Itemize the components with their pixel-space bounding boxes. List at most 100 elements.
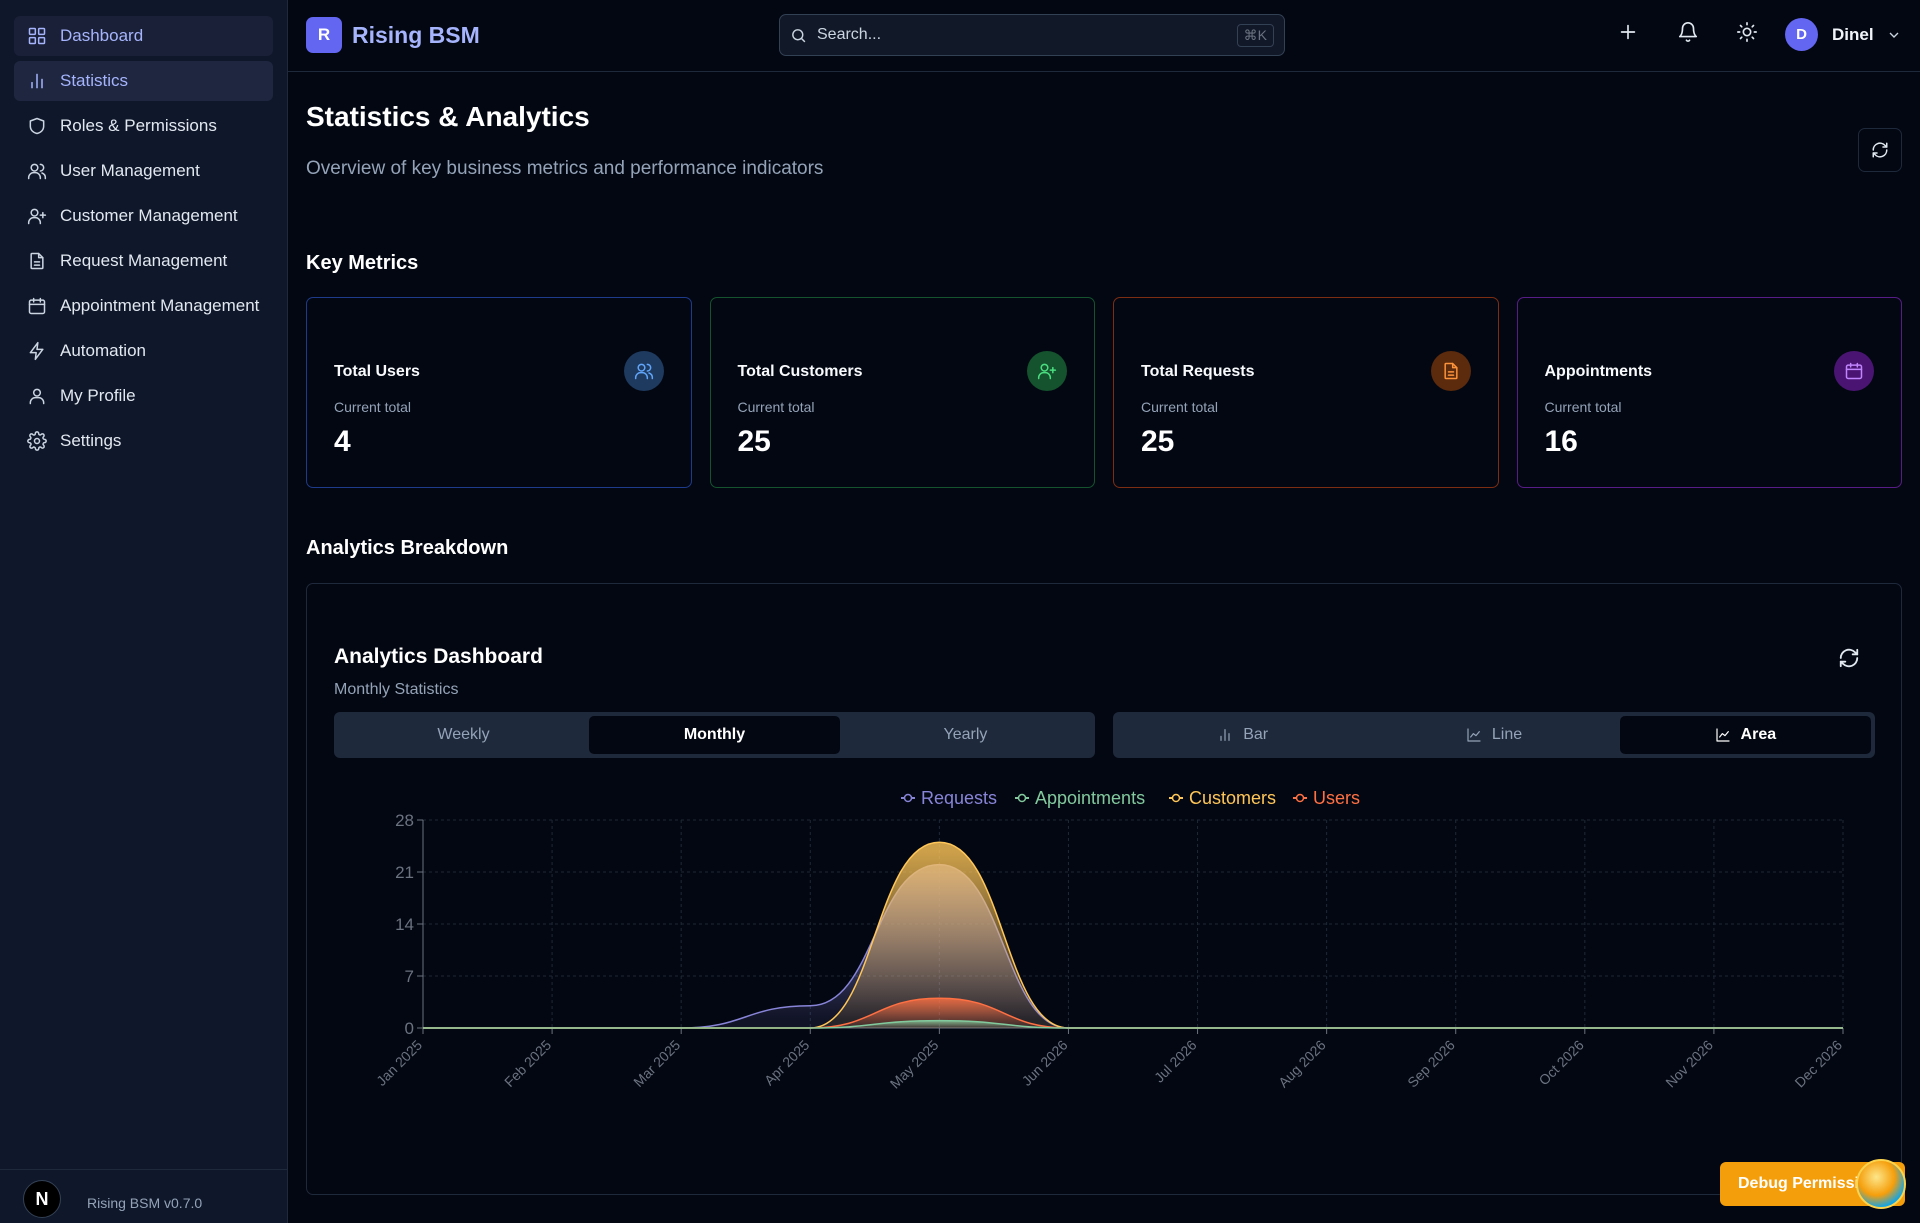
metric-subtitle: Current total <box>1544 399 1622 415</box>
sidebar-item-my-profile[interactable]: My Profile <box>14 376 273 416</box>
chart-type-label: Line <box>1491 726 1523 743</box>
brand-name: Rising BSM <box>352 21 480 48</box>
tab-monthly[interactable]: Monthly <box>589 716 840 754</box>
users-icon <box>27 161 47 181</box>
sidebar-item-customer-management[interactable]: Customer Management <box>14 196 273 236</box>
line-customers <box>423 841 1843 1029</box>
user-icon <box>27 386 47 406</box>
line-chart-icon <box>1467 728 1481 742</box>
sidebar-item-label: Dashboard <box>60 26 144 45</box>
add-button[interactable] <box>1616 20 1640 44</box>
chevron-down-icon <box>1889 32 1899 38</box>
brand-logo[interactable]: R Rising BSM <box>306 17 480 53</box>
sidebar-item-label: User Management <box>60 161 200 180</box>
page-subtitle: Overview of key business metrics and per… <box>306 158 824 179</box>
x-tick-label: Mar 2025 <box>630 1037 683 1090</box>
refresh-icon <box>1839 648 1859 668</box>
x-tick-label: Jun 2026 <box>1019 1037 1071 1089</box>
layout-grid-icon <box>27 26 47 46</box>
metric-value: 4 <box>334 425 351 458</box>
user-menu[interactable]: D Dinel <box>1785 18 1902 51</box>
topbar: R Rising BSM ⌘K D Dinel <box>288 0 1920 72</box>
analytics-panel: Analytics Dashboard Monthly Statistics W… <box>306 583 1902 1195</box>
calendar-icon <box>1834 351 1874 391</box>
chart-type-label: Bar <box>1243 726 1269 743</box>
tab-bar-chart[interactable]: Bar <box>1117 716 1368 754</box>
app-version: Rising BSM v0.7.0 <box>87 1195 203 1211</box>
file-text-icon <box>27 251 47 271</box>
metric-card-customers: Total Customers Current total 25 <box>709 297 1095 488</box>
user-plus-icon <box>1027 351 1067 391</box>
chart-refresh-button[interactable] <box>1835 644 1863 672</box>
period-selector: Weekly Monthly Yearly <box>334 712 1095 758</box>
x-tick-label: May 2025 <box>887 1037 942 1092</box>
y-tick-label: 0 <box>405 1019 414 1038</box>
plus-icon <box>1620 24 1636 40</box>
sidebar-item-label: Customer Management <box>60 206 238 225</box>
sidebar-item-label: Statistics <box>60 71 129 90</box>
metric-title: Total Requests <box>1141 363 1255 380</box>
legend-marker-dot <box>903 793 913 803</box>
tab-weekly[interactable]: Weekly <box>437 726 490 743</box>
notifications-button[interactable] <box>1676 20 1700 44</box>
page-title: Statistics & Analytics <box>306 101 590 132</box>
x-tick-label: Nov 2026 <box>1662 1037 1716 1091</box>
gear-icon <box>27 431 47 451</box>
users-icon <box>623 351 664 391</box>
analytics-breakdown-heading: Analytics Breakdown <box>306 537 509 559</box>
sidebar-item-automation[interactable]: Automation <box>14 331 273 371</box>
metric-subtitle: Current total <box>334 399 412 415</box>
user-name: Dinel <box>1832 24 1874 44</box>
metric-value: 16 <box>1544 425 1578 458</box>
tab-yearly[interactable]: Yearly <box>943 726 988 743</box>
bar-chart-icon <box>1220 729 1230 741</box>
x-tick-label: Sep 2026 <box>1404 1037 1458 1091</box>
legend-label: Users <box>1313 788 1360 808</box>
sidebar-item-roles-permissions[interactable]: Roles & Permissions <box>14 106 273 146</box>
chart-type-selector: Bar Line Area <box>1113 712 1875 758</box>
theme-toggle-button[interactable] <box>1735 20 1759 44</box>
sidebar-item-label: Appointment Management <box>60 296 260 315</box>
tab-area-chart[interactable]: Area <box>1619 716 1871 754</box>
search-input[interactable] <box>817 26 1237 44</box>
debug-avatar[interactable] <box>1856 1159 1906 1209</box>
refresh-button[interactable] <box>1858 128 1902 172</box>
legend-label: Requests <box>921 788 997 808</box>
metric-value: 25 <box>1141 425 1175 458</box>
next-badge[interactable]: N <box>23 1180 61 1218</box>
metric-card-users: Total Users Current total 4 <box>306 297 692 488</box>
tab-line-chart[interactable]: Line <box>1368 716 1619 754</box>
x-tick-label: Jul 2026 <box>1151 1037 1200 1086</box>
key-metrics-heading: Key Metrics <box>306 252 419 274</box>
sidebar-item-appointment-management[interactable]: Appointment Management <box>14 286 273 326</box>
sidebar-item-settings[interactable]: Settings <box>14 421 273 461</box>
area-users <box>423 998 1843 1028</box>
refresh-icon <box>1872 142 1888 158</box>
sidebar: Dashboard Statistics Roles & Permissions… <box>0 0 288 1223</box>
shield-icon <box>27 116 47 136</box>
metric-subtitle: Current total <box>1141 399 1219 415</box>
sidebar-nav: Dashboard Statistics Roles & Permissions… <box>0 0 287 482</box>
sidebar-item-statistics[interactable]: Statistics <box>14 61 273 101</box>
avatar: D <box>1785 18 1818 51</box>
sidebar-item-label: Request Management <box>60 251 228 270</box>
sidebar-item-label: Roles & Permissions <box>60 116 217 135</box>
line-appointments <box>423 1019 1843 1029</box>
sidebar-item-user-management[interactable]: User Management <box>14 151 273 191</box>
x-tick-label: Oct 2026 <box>1535 1037 1587 1089</box>
area-appointments <box>423 1020 1843 1028</box>
analytics-subtitle: Monthly Statistics <box>334 681 459 698</box>
x-tick-label: Jan 2025 <box>373 1037 425 1089</box>
legend-marker-dot <box>1295 793 1305 803</box>
y-tick-label: 21 <box>395 863 414 882</box>
sidebar-item-request-management[interactable]: Request Management <box>14 241 273 281</box>
metric-subtitle: Current total <box>737 399 815 415</box>
sidebar-item-dashboard[interactable]: Dashboard <box>14 16 273 56</box>
metric-card-appointments: Appointments Current total 16 <box>1516 297 1902 488</box>
metric-card-requests: Total Requests Current total 25 <box>1113 297 1499 488</box>
legend-label: Appointments <box>1035 788 1145 808</box>
metric-title: Total Customers <box>737 363 863 380</box>
line-users <box>423 997 1843 1029</box>
file-text-icon <box>1430 351 1471 391</box>
sidebar-item-label: Automation <box>60 341 146 360</box>
